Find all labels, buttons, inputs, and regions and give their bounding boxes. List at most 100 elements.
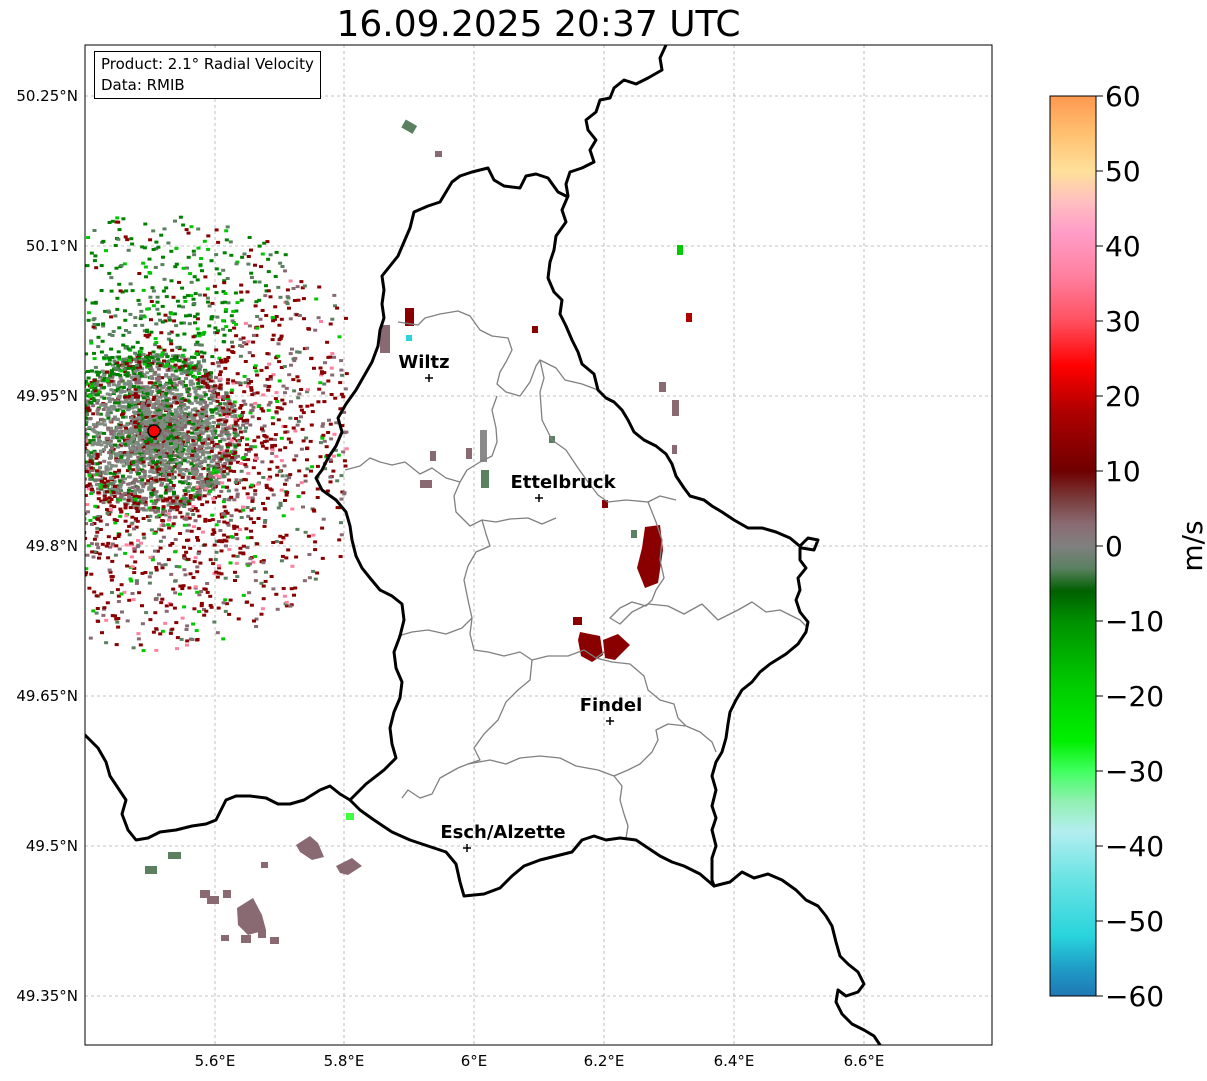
echo-pixel bbox=[267, 467, 272, 471]
echo-pixel bbox=[68, 517, 72, 520]
echo-pixel bbox=[264, 289, 269, 293]
echo-pixel bbox=[323, 361, 327, 365]
echo-pixel bbox=[2, 432, 6, 435]
echo-pixel bbox=[270, 444, 275, 448]
echo-pixel bbox=[155, 365, 160, 369]
echo-pixel bbox=[95, 505, 100, 509]
echo-pixel bbox=[210, 355, 215, 359]
echo-pixel bbox=[136, 402, 141, 406]
echo-pixel bbox=[141, 432, 146, 436]
echo-pixel bbox=[266, 388, 271, 392]
echo-pixel bbox=[130, 565, 135, 569]
echo-pixel bbox=[191, 440, 196, 444]
echo-pixel bbox=[232, 469, 237, 473]
echo-pixel bbox=[151, 630, 156, 634]
echo-pixel bbox=[115, 307, 120, 311]
echo-pixel bbox=[132, 566, 137, 570]
echo-pixel bbox=[340, 373, 345, 377]
echo-pixel bbox=[177, 395, 182, 399]
echo-pixel bbox=[194, 432, 198, 436]
echo-pixel bbox=[195, 426, 200, 430]
echo-pixel bbox=[170, 461, 175, 465]
echo-pixel bbox=[217, 272, 222, 276]
echo-pixel bbox=[137, 451, 142, 455]
echo-pixel bbox=[230, 340, 234, 344]
echo-pixel bbox=[166, 389, 171, 393]
echo-pixel bbox=[217, 470, 222, 474]
echo-pixel bbox=[102, 376, 107, 380]
echo-pixel bbox=[25, 522, 29, 525]
echo-pixel bbox=[208, 484, 213, 488]
echo-pixel bbox=[216, 466, 221, 470]
echo-pixel bbox=[126, 441, 131, 445]
echo-pixel bbox=[122, 368, 127, 371]
echo-pixel bbox=[81, 441, 85, 444]
echo-pixel bbox=[74, 471, 78, 474]
echo-pixel bbox=[67, 291, 71, 294]
echo-pixel bbox=[146, 515, 150, 519]
echo-pixel bbox=[102, 356, 107, 360]
echo-pixel bbox=[158, 402, 163, 406]
echo-pixel bbox=[111, 330, 116, 333]
echo-pixel bbox=[176, 452, 181, 456]
echo-pixel bbox=[123, 503, 128, 507]
echo-pixel bbox=[95, 462, 100, 466]
echo-pixel bbox=[144, 433, 149, 436]
echo-pixel bbox=[234, 478, 239, 482]
echo-pixel bbox=[136, 410, 140, 414]
echo-pixel bbox=[171, 374, 176, 378]
echo-pixel bbox=[333, 396, 338, 400]
map-area[interactable] bbox=[85, 45, 992, 1045]
echo-pixel bbox=[70, 416, 74, 419]
echo-pixel bbox=[70, 408, 74, 411]
echo-pixel bbox=[149, 476, 154, 480]
echo-pixel bbox=[209, 450, 214, 453]
echo-pixel bbox=[225, 415, 230, 419]
echo-pixel bbox=[175, 412, 180, 416]
echo-pixel bbox=[195, 447, 200, 451]
echo-pixel bbox=[108, 545, 113, 549]
echo-pixel bbox=[230, 345, 235, 349]
echo-pixel bbox=[87, 586, 92, 590]
echo-pixel bbox=[7, 379, 11, 382]
echo-pixel bbox=[320, 556, 325, 560]
echo-pixel bbox=[5, 381, 9, 384]
echo-pixel bbox=[297, 469, 302, 473]
echo-pixel bbox=[31, 461, 35, 464]
echo-pixel bbox=[115, 588, 120, 592]
echo-pixel bbox=[178, 408, 183, 412]
echo-pixel bbox=[228, 424, 233, 428]
echo-pixel bbox=[75, 470, 79, 473]
echo-pixel bbox=[110, 436, 115, 440]
echo-pixel bbox=[215, 315, 220, 319]
echo-pixel bbox=[178, 468, 183, 472]
echo-pixel bbox=[70, 371, 74, 374]
echo-pixel bbox=[16, 447, 20, 450]
echo-pixel bbox=[195, 377, 200, 381]
echo-pixel bbox=[107, 383, 112, 387]
echo-pixel bbox=[79, 453, 83, 456]
echo-pixel bbox=[131, 461, 136, 464]
echo-pixel bbox=[174, 393, 179, 397]
echo-pixel bbox=[184, 550, 189, 554]
echo-pixel bbox=[210, 362, 215, 366]
echo-pixel bbox=[36, 573, 40, 576]
echo-pixel bbox=[30, 563, 34, 566]
echo-pixel bbox=[318, 366, 323, 370]
echo-pixel bbox=[77, 473, 81, 476]
echo-pixel bbox=[137, 458, 142, 462]
echo-pixel bbox=[255, 326, 260, 330]
echo-pixel bbox=[71, 312, 75, 315]
echo-pixel bbox=[246, 384, 250, 388]
echo-pixel bbox=[214, 523, 219, 527]
echo-pixel bbox=[281, 514, 286, 518]
echo-pixel bbox=[36, 365, 40, 368]
echo-pixel bbox=[154, 322, 159, 326]
echo-pixel bbox=[128, 400, 133, 404]
echo-pixel bbox=[160, 597, 165, 601]
echo-pixel bbox=[29, 410, 33, 413]
echo-pixel bbox=[199, 398, 204, 402]
echo-pixel bbox=[149, 392, 154, 396]
echo-pixel bbox=[137, 429, 142, 433]
echo-pixel bbox=[217, 564, 221, 568]
